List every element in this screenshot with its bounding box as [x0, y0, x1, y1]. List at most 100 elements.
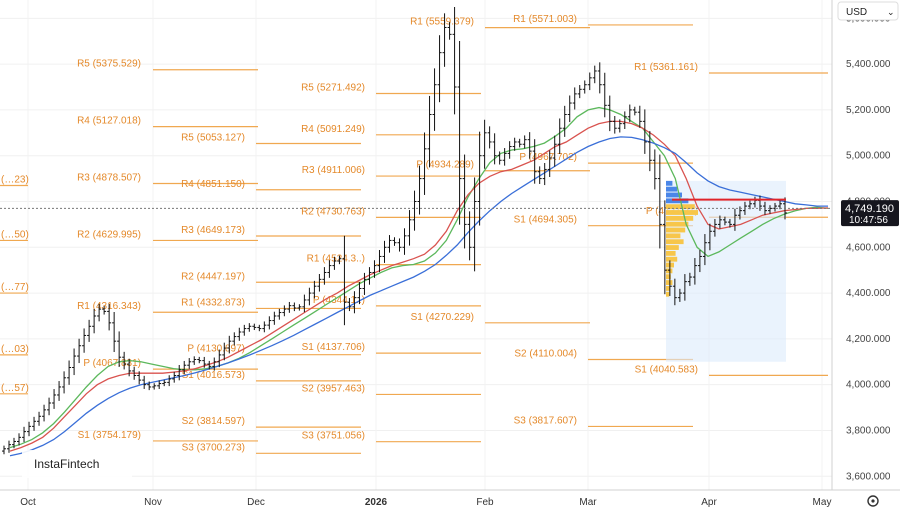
ohlc-bar: [517, 138, 522, 148]
ohlc-bar: [382, 240, 387, 263]
price-tick-label: 4,000.000: [846, 380, 891, 391]
price-tick-label: 4,600.000: [846, 242, 891, 253]
volume-profile-bar: [666, 210, 698, 215]
ohlc-bar: [632, 106, 637, 116]
ohlc-bar: [372, 260, 377, 278]
time-axis-ticks: Oct Nov Dec 2026 Feb Mar Apr May: [20, 497, 831, 508]
ohlc-bar: [127, 358, 132, 377]
ohlc-bar: [272, 311, 277, 325]
ohlc-bar: [332, 256, 337, 270]
ohlc-bar: [157, 380, 162, 389]
ohlc-bar: [407, 210, 412, 246]
pivot-label: R2 (4629.995): [77, 229, 141, 240]
time-axis[interactable]: [0, 490, 900, 510]
ohlc-bar: [437, 35, 442, 103]
ohlc-bar: [322, 267, 327, 285]
ohlc-bar: [267, 316, 272, 330]
ohlc-bar: [42, 404, 47, 422]
moving-average-line: [9, 136, 828, 457]
pivot-label: R3 (4878.507): [77, 173, 141, 184]
ohlc-bar: [597, 62, 602, 94]
ohlc-bar: [477, 131, 482, 226]
ohlc-bar: [582, 80, 587, 94]
ohlc-bar: [172, 371, 177, 383]
pivot-label: (…03): [1, 344, 29, 355]
ohlc-bar: [717, 215, 722, 229]
ohlc-bar: [777, 200, 782, 210]
ohlc-bar: [207, 360, 212, 370]
pivot-label: S1 (4270.229): [411, 312, 474, 323]
pivot-label: S1 (4016.573): [182, 370, 245, 381]
ohlc-bar: [277, 308, 282, 320]
ohlc-bar: [492, 133, 497, 165]
pivot-label: R1 (4332.873): [181, 297, 245, 308]
ohlc-bar: [237, 327, 242, 341]
countdown-timer: 10:47:56: [849, 215, 888, 226]
volume-profile-bar: [666, 239, 684, 245]
ohlc-bar: [117, 331, 122, 367]
settings-gear-icon[interactable]: [867, 495, 879, 507]
price-axis[interactable]: [832, 0, 900, 490]
ohlc-bar: [102, 305, 107, 315]
ohlc-bar: [17, 433, 22, 446]
ohlc-bar: [472, 177, 477, 272]
ohlc-bar: [442, 13, 447, 67]
ohlc-bar: [202, 356, 207, 368]
ohlc-bar: [337, 255, 342, 265]
ohlc-bar: [622, 111, 627, 130]
pivot-label: (…23): [1, 174, 29, 185]
ohlc-bar: [377, 249, 382, 273]
ohlc-bar: [327, 260, 332, 278]
pivot-label: S2 (3814.597): [182, 416, 245, 427]
ohlc-bar: [342, 235, 347, 326]
ohlc-bar: [317, 273, 322, 292]
pivot-label: S1 (3754.179): [78, 430, 141, 441]
ohlc-bar: [557, 118, 562, 155]
price-tick-label: 3,800.000: [846, 425, 891, 436]
ohlc-bar: [217, 349, 222, 368]
ohlc-bar: [222, 342, 227, 361]
volume-profile-bar: [666, 215, 694, 221]
ohlc-bar: [192, 356, 197, 365]
price-tick-label: 4,400.000: [846, 288, 891, 299]
ohlc-bar: [592, 65, 597, 84]
ohlc-bar: [297, 304, 302, 311]
pivot-label: R2 (4447.197): [181, 271, 245, 282]
ohlc-bar: [167, 375, 172, 387]
ohlc-bar: [107, 303, 112, 331]
ohlc-bar: [47, 397, 52, 416]
ohlc-bar: [692, 258, 697, 285]
ohlc-bar: [2, 445, 6, 455]
time-tick-label: Dec: [247, 497, 265, 508]
volume-profile-bars: [666, 180, 698, 297]
ohlc-bar: [482, 119, 487, 169]
ohlc-bar: [387, 235, 392, 253]
ohlc-bar: [62, 371, 67, 394]
ohlc-bar: [67, 360, 72, 385]
ohlc-bar: [537, 166, 542, 184]
pivot-label: R1 (5559.379): [410, 17, 474, 28]
ohlc-bar: [662, 200, 667, 295]
currency-selector[interactable]: USD ⌄: [837, 1, 899, 21]
last-price-tag: 4,749.190 10:47:56: [841, 200, 899, 227]
ohlc-bar: [402, 228, 407, 255]
ohlc-bar: [147, 381, 152, 391]
ohlc-bar: [747, 200, 752, 210]
pivot-label: S1 (4137.706): [302, 342, 365, 353]
price-tick-label: 5,000.000: [846, 151, 891, 162]
ohlc-bar: [447, 22, 452, 40]
last-price-tag-background: [841, 200, 899, 227]
ohlc-bar: [262, 321, 267, 333]
ohlc-bar: [247, 323, 252, 332]
ohlc-bar: [137, 371, 142, 385]
ohlc-bar: [182, 360, 187, 375]
pivot-label: P (4934.289): [416, 160, 474, 171]
ohlc-bar: [412, 190, 417, 231]
volume-profile-bar: [666, 280, 673, 285]
volume-profile-bar: [666, 198, 689, 204]
volume-profile-bar: [666, 204, 695, 210]
pivot-label: R5 (5375.529): [77, 59, 141, 70]
volume-profile-bar: [666, 233, 681, 239]
ohlc-bar: [642, 109, 647, 154]
